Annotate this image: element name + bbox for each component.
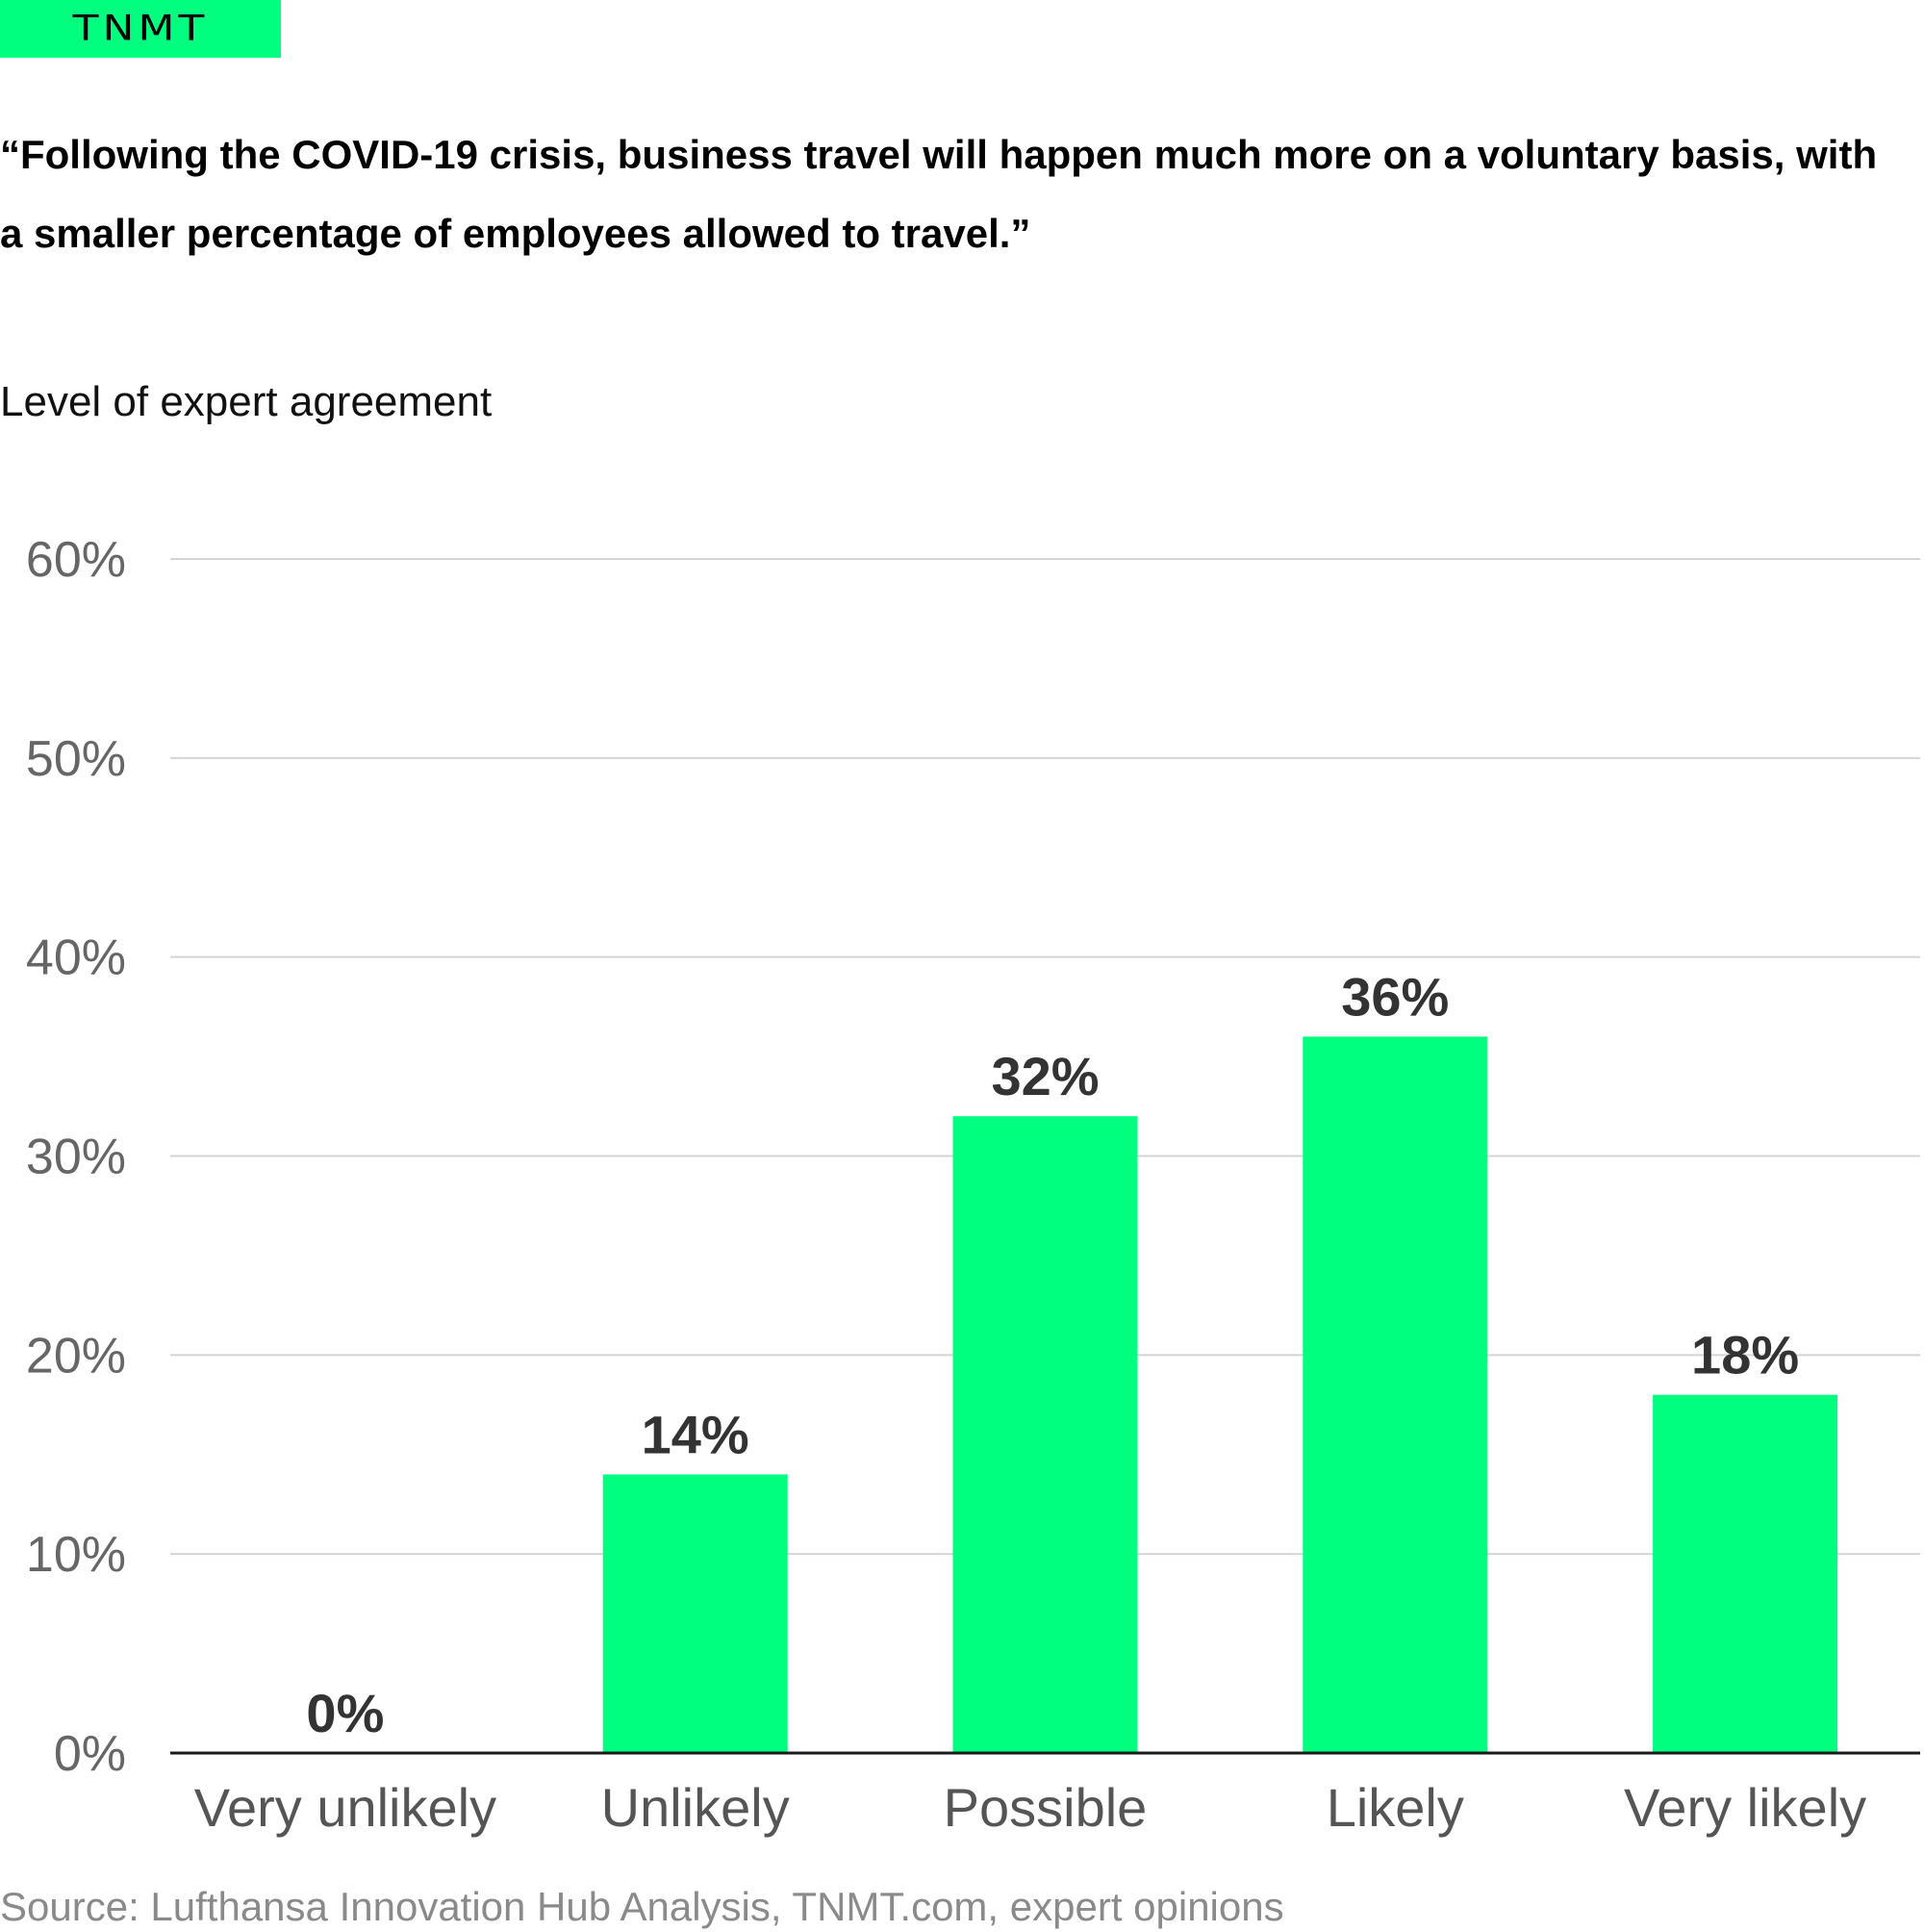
y-axis-ticks: 0% 10% 20% 30% 40% 50% 60% [26,532,126,1782]
x-category-label: Possible [944,1777,1148,1838]
x-category-label: Very unlikely [194,1777,496,1838]
chart-subtitle: Level of expert agreement [0,378,493,425]
x-category-label: Likely [1327,1777,1464,1838]
y-tick-label: 50% [26,731,126,787]
bar [602,1474,788,1753]
bar [1653,1394,1838,1753]
bar-value-label: 36% [1341,966,1449,1027]
source-note: Source: Lufthansa Innovation Hub Analysi… [0,1884,1284,1929]
bar-value-label: 18% [1691,1325,1799,1385]
chart-title: “Following the COVID-19 crisis, business… [0,132,1878,256]
bar-value-label: 0% [306,1683,384,1743]
brand-logo-text: TNMT [72,8,209,49]
y-tick-label: 40% [26,930,126,986]
y-tick-label: 60% [26,532,126,588]
bars [602,1036,1838,1753]
bar-value-label: 32% [991,1046,1099,1106]
x-category-label: Very likely [1624,1777,1866,1838]
bar [1303,1036,1488,1753]
x-axis-categories: Very unlikely Unlikely Possible Likely Very … [194,1777,1866,1838]
bar-value-label: 14% [642,1404,749,1464]
bar [952,1116,1138,1753]
x-category-label: Unlikely [601,1777,790,1838]
y-tick-label: 0% [54,1726,126,1782]
y-tick-label: 30% [26,1130,126,1185]
y-tick-label: 10% [26,1527,126,1583]
brand-logo: TNMT [0,0,281,58]
y-tick-label: 20% [26,1328,126,1384]
value-labels: 0% 14% 32% 36% 18% [306,966,1799,1743]
